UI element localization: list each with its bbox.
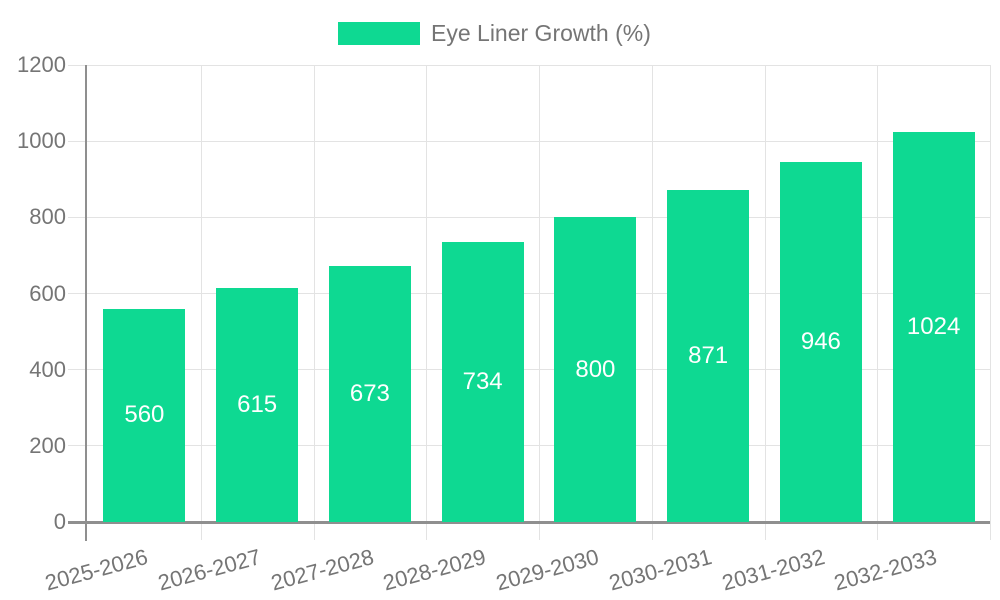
bar[interactable]: 946 bbox=[779, 161, 862, 522]
x-axis-tick-label: 2026-2027 bbox=[155, 544, 264, 596]
bar[interactable]: 560 bbox=[103, 308, 186, 522]
bar-value-label: 615 bbox=[237, 390, 278, 418]
bar-value-label: 673 bbox=[349, 379, 390, 407]
y-gridline bbox=[68, 64, 990, 66]
y-axis-tick-label: 200 bbox=[29, 432, 66, 458]
x-gridline bbox=[426, 65, 428, 540]
x-gridline bbox=[651, 65, 653, 540]
bar[interactable]: 871 bbox=[667, 190, 750, 522]
bar-value-label: 800 bbox=[575, 355, 616, 383]
bar[interactable]: 800 bbox=[554, 217, 637, 522]
bar-value-label: 734 bbox=[462, 368, 503, 396]
x-axis-tick-label: 2027-2028 bbox=[267, 544, 377, 596]
y-axis-tick-label: 0 bbox=[53, 509, 66, 534]
y-gridline bbox=[68, 369, 990, 371]
legend[interactable]: Eye Liner Growth (%) bbox=[338, 22, 651, 45]
y-gridline bbox=[68, 293, 990, 294]
y-gridline bbox=[68, 216, 990, 218]
bar[interactable]: 673 bbox=[328, 265, 411, 522]
bar-value-label: 560 bbox=[124, 401, 165, 429]
y-axis-tick-label: 1200 bbox=[17, 52, 66, 77]
x-axis-tick-label: 2028-2029 bbox=[380, 544, 489, 596]
y-gridline bbox=[68, 140, 990, 142]
y-axis-tick-label: 400 bbox=[29, 356, 66, 382]
x-axis-line bbox=[68, 521, 990, 524]
x-gridline bbox=[539, 65, 540, 540]
x-axis-tick-label: 2029-2030 bbox=[493, 544, 602, 596]
bar[interactable]: 734 bbox=[441, 242, 524, 522]
x-gridline bbox=[200, 65, 202, 540]
y-axis-tick-label: 1000 bbox=[17, 128, 66, 154]
x-axis-tick-label: 2030-2031 bbox=[606, 544, 715, 596]
y-gridline bbox=[68, 445, 990, 447]
y-axis-tick-label: 600 bbox=[29, 280, 66, 306]
x-axis-tick-label: 2025-2026 bbox=[42, 544, 151, 596]
bar[interactable]: 615 bbox=[216, 287, 299, 522]
legend-label[interactable]: Eye Liner Growth (%) bbox=[431, 20, 651, 46]
x-gridline bbox=[877, 65, 879, 540]
x-gridline bbox=[990, 65, 991, 540]
y-axis-tick-label: 800 bbox=[29, 204, 66, 230]
x-axis-tick-label: 2032-2033 bbox=[831, 544, 940, 596]
bar-value-label: 946 bbox=[800, 327, 841, 355]
bar-value-label: 871 bbox=[688, 342, 729, 370]
x-gridline bbox=[764, 65, 766, 540]
bar-value-label: 1024 bbox=[906, 313, 961, 340]
x-axis-tick-label: 2031-2032 bbox=[718, 544, 828, 596]
bar[interactable]: 1024 bbox=[892, 132, 975, 522]
x-gridline bbox=[313, 65, 315, 540]
y-axis-line bbox=[85, 65, 87, 541]
legend-swatch[interactable] bbox=[338, 22, 420, 45]
